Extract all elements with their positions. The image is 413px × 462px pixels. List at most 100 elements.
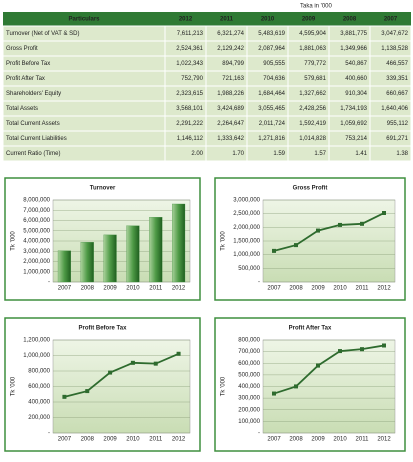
table-cell: 1,138,528: [381, 46, 408, 52]
table-cell: 3,424,689: [217, 106, 244, 112]
table-cell: 1,881,063: [299, 46, 326, 52]
table-cell: 4,595,904: [299, 31, 326, 37]
bar: [80, 242, 94, 283]
y-tick-label: 600,000: [28, 384, 50, 390]
marker: [382, 211, 386, 216]
table-cell: 1,988,226: [217, 91, 244, 97]
table-cell: 2,087,964: [258, 46, 285, 52]
table-cell: 2,129,242: [217, 46, 244, 52]
marker: [316, 363, 320, 368]
row-bg: [2, 145, 412, 162]
marker: [85, 389, 90, 394]
x-tick-label: 2011: [356, 286, 370, 292]
chart-title: Profit After Tax: [289, 326, 332, 332]
marker: [272, 248, 276, 253]
table-cell: 691,271: [386, 136, 408, 142]
y-tick-label: 5,000,000: [23, 228, 50, 234]
table-cell: 905,555: [263, 61, 285, 67]
x-tick-label: 2007: [58, 437, 72, 443]
x-tick-label: 2008: [289, 286, 303, 292]
header-cell: 2009: [302, 17, 316, 23]
table-cell: 2,264,647: [217, 121, 244, 127]
table-cell: 1.38: [396, 151, 408, 157]
table-cell: 1,022,343: [176, 61, 203, 67]
marker: [382, 343, 386, 348]
table-cell: 779,772: [304, 61, 326, 67]
table-cell: 752,790: [181, 76, 203, 82]
header-cell: 2008: [343, 17, 357, 23]
y-tick-label: -: [48, 280, 50, 286]
table-note: Taka in '000: [300, 4, 332, 10]
y-tick-label: 1,000,000: [23, 353, 50, 359]
table-cell: Gross Profit: [6, 46, 38, 52]
marker: [360, 347, 364, 352]
line: [64, 352, 179, 398]
table-cell: 2,291,222: [176, 121, 203, 127]
y-tick-label: 2,000,000: [233, 225, 260, 231]
table-cell: 3,881,775: [340, 31, 367, 37]
table-header-bg: [3, 12, 411, 26]
table-cell: 466,557: [386, 61, 408, 67]
y-tick-label: 6,000,000: [23, 218, 50, 224]
x-tick-label: 2008: [81, 437, 95, 443]
chart-title: Turnover: [90, 186, 116, 192]
y-tick-label: 800,000: [238, 338, 260, 344]
marker: [62, 394, 67, 399]
table-cell: Total Current Liabilities: [6, 136, 67, 142]
y-axis-label: Tk '000: [11, 376, 17, 396]
table-cell: 579,681: [304, 76, 326, 82]
marker: [294, 384, 298, 389]
table-cell: 3,055,465: [258, 106, 285, 112]
header-cell: 2011: [220, 17, 234, 23]
table-cell: 1.70: [232, 151, 244, 157]
table-cell: 1.41: [355, 151, 367, 157]
y-tick-label: 1,000,000: [233, 252, 260, 258]
y-tick-label: 8,000,000: [23, 198, 50, 204]
x-tick-label: 2009: [103, 286, 117, 292]
table-cell: 2,428,256: [299, 106, 326, 112]
table-cell: 2.00: [191, 151, 203, 157]
x-tick-label: 2011: [149, 286, 163, 292]
x-tick-label: 2012: [377, 286, 391, 292]
y-tick-label: -: [48, 431, 50, 437]
y-tick-label: 1,000,000: [23, 269, 50, 275]
chart-title: Gross Profit: [293, 186, 328, 192]
chart-title: Profit Before Tax: [79, 326, 128, 332]
x-tick-label: 2011: [356, 437, 370, 443]
y-tick-label: 7,000,000: [23, 208, 50, 214]
table-cell: 894,799: [222, 61, 244, 67]
table-cell: Current Ratio (Time): [6, 151, 60, 157]
table-cell: Profit After Tax: [6, 76, 45, 82]
x-tick-label: 2007: [58, 286, 72, 292]
table-cell: 3,047,672: [381, 31, 408, 37]
x-tick-label: 2007: [267, 286, 281, 292]
x-tick-label: 2007: [267, 437, 281, 443]
y-tick-label: 100,000: [238, 419, 260, 425]
table-cell: 753,214: [345, 136, 367, 142]
marker: [360, 221, 364, 226]
table-cell: 955,112: [387, 121, 409, 127]
y-tick-label: 800,000: [28, 369, 50, 375]
table-cell: 1,333,642: [217, 136, 244, 142]
table-cell: 7,611,213: [177, 31, 204, 37]
bar: [57, 250, 71, 283]
x-tick-label: 2012: [172, 286, 186, 292]
table-cell: 704,636: [263, 76, 285, 82]
x-tick-label: 2010: [333, 437, 347, 443]
table-cell: 400,660: [345, 76, 367, 82]
x-tick-label: 2012: [172, 437, 186, 443]
x-tick-label: 2008: [289, 437, 303, 443]
y-tick-label: 700,000: [238, 349, 260, 355]
y-tick-label: 200,000: [238, 407, 260, 413]
table-cell: 1,271,816: [258, 136, 285, 142]
y-tick-label: 300,000: [238, 396, 260, 402]
table-cell: Shareholders' Equity: [6, 91, 61, 97]
bar: [172, 203, 186, 283]
y-tick-label: 2,500,000: [233, 211, 260, 217]
x-tick-label: 2010: [126, 286, 140, 292]
header-cell: 2007: [384, 17, 398, 23]
header-cell: 2012: [179, 17, 193, 23]
y-tick-label: 3,000,000: [23, 249, 50, 255]
x-tick-label: 2012: [377, 437, 391, 443]
